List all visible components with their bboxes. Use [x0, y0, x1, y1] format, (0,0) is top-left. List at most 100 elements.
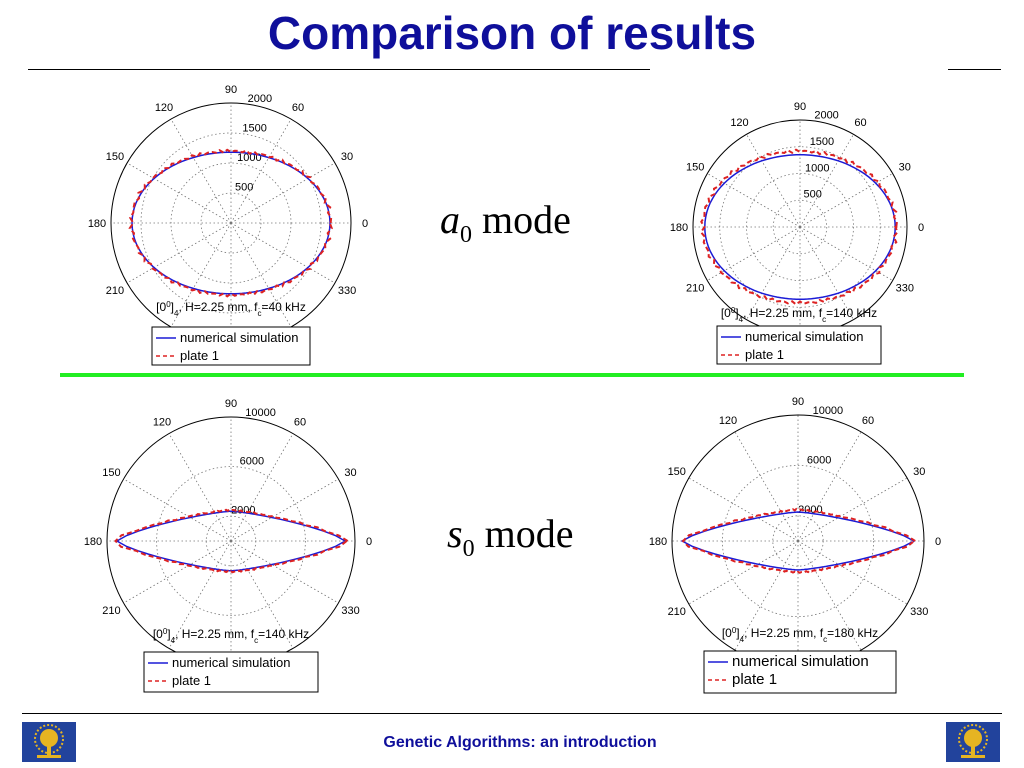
legend-label: numerical simulation — [172, 655, 291, 670]
polar-grid-ring — [772, 199, 828, 255]
radial-tick-label: 1500 — [810, 136, 834, 148]
legend-label: plate 1 — [180, 348, 219, 363]
radial-tick-label: 1000 — [805, 162, 829, 174]
series-plate-1 — [699, 148, 899, 306]
polar-grid-ring — [200, 192, 262, 254]
mode-symbol: a — [440, 197, 460, 242]
plot-parameters-part: [0 — [156, 300, 166, 314]
plot-parameters-part: 0 — [166, 300, 171, 309]
legend-label: numerical simulation — [732, 653, 869, 670]
mode-subscript: 0 — [460, 222, 472, 248]
polar-spoke — [230, 222, 292, 328]
polar-spoke — [230, 540, 294, 649]
mode-symbol: s — [447, 511, 463, 556]
polar-grid-ring — [156, 466, 306, 616]
plot-parameters: [00]4, H=2.25 mm, fc=140 kHz — [721, 306, 877, 324]
angle-tick-label: 180 — [88, 218, 106, 230]
plot-parameters-part: , H=2.25 mm, f — [744, 626, 824, 640]
polar-spoke — [799, 173, 893, 228]
angle-tick-label: 60 — [862, 415, 874, 427]
legend-label: plate 1 — [745, 347, 784, 362]
radial-tick-label: 10000 — [245, 407, 276, 419]
polar-spoke — [734, 431, 799, 542]
plot-parameters-part: ] — [735, 306, 738, 320]
polar-spoke — [707, 226, 801, 281]
plot-parameters: [00]4, H=2.25 mm, fc=180 kHz — [722, 626, 878, 644]
polar-spoke — [746, 226, 801, 320]
radial-tick-label: 500 — [803, 189, 821, 201]
plot-parameters-part: 4 — [740, 635, 745, 644]
footer-rule — [22, 713, 1002, 714]
tree-of-life-logo-icon — [946, 722, 1000, 762]
polar-spoke — [126, 162, 232, 224]
plot-parameters-part: , H=2.25 mm, f — [175, 627, 255, 641]
angle-tick-label: 330 — [338, 285, 356, 297]
mode-word: mode — [484, 511, 574, 556]
polar-spoke — [746, 134, 801, 228]
polar-spoke — [230, 222, 336, 284]
polar-spoke — [797, 540, 908, 605]
polar-spoke — [123, 540, 232, 604]
a0-mode-label: a0 mode — [440, 196, 571, 249]
plot-parameters-part: ] — [167, 627, 170, 641]
legend-label: numerical simulation — [745, 329, 864, 344]
angle-tick-label: 60 — [854, 117, 866, 129]
plot-parameters-part: ] — [736, 626, 739, 640]
plot-parameters-part: =40 kHz — [261, 300, 305, 314]
radial-tick-label: 2000 — [248, 93, 272, 105]
plot-parameters-part: [0 — [721, 306, 731, 320]
polar-grid-ring — [746, 173, 854, 281]
angle-tick-label: 120 — [153, 416, 171, 428]
angle-tick-label: 0 — [935, 536, 941, 548]
series-plate-1 — [128, 148, 333, 298]
angle-tick-label: 90 — [792, 396, 804, 408]
polar-spoke — [707, 173, 801, 228]
polar-spoke — [797, 477, 908, 542]
angle-tick-label: 30 — [899, 162, 911, 174]
plot-parameters-part: , H=2.25 mm, f — [178, 300, 258, 314]
angle-tick-label: 210 — [102, 605, 120, 617]
plot-parameters-part: =140 kHz — [826, 306, 877, 320]
angle-tick-label: 90 — [225, 84, 237, 96]
angle-tick-label: 180 — [649, 536, 667, 548]
polar-spoke — [230, 118, 292, 224]
legend-box — [151, 326, 311, 366]
plot-parameters-part: 4 — [171, 636, 176, 645]
legend-box — [703, 650, 897, 694]
plot-parameters-part: [0 — [722, 626, 732, 640]
polar-spoke — [170, 118, 232, 224]
angle-tick-label: 330 — [896, 283, 914, 295]
polar-spoke — [688, 540, 799, 605]
tree-of-life-logo-icon — [22, 722, 76, 762]
polar-spoke — [230, 540, 339, 604]
radial-tick-label: 1500 — [242, 122, 266, 134]
plot-parameters-part: c — [822, 315, 826, 324]
series-plate-1 — [114, 508, 352, 574]
angle-tick-label: 120 — [719, 415, 737, 427]
angle-tick-label: 150 — [106, 151, 124, 163]
s0-mode-label: s0 mode — [447, 510, 573, 563]
polar-grid-ring — [722, 464, 875, 617]
angle-tick-label: 210 — [686, 283, 704, 295]
plot-parameters: [00]4, H=2.25 mm, fc=40 kHz — [156, 300, 306, 318]
series-plate-1 — [681, 507, 919, 575]
polar-grid-ring — [170, 162, 292, 284]
angle-tick-label: 0 — [366, 536, 372, 548]
plot-parameters: [00]4, H=2.25 mm, fc=140 kHz — [153, 627, 309, 645]
plot-parameters-part: 0 — [732, 626, 737, 635]
angle-tick-label: 120 — [155, 102, 173, 114]
angle-tick-label: 30 — [913, 466, 925, 478]
angle-tick-label: 60 — [292, 102, 304, 114]
slide-title: Comparison of results — [267, 7, 757, 59]
polar-spoke — [230, 433, 294, 542]
angle-tick-label: 90 — [794, 101, 806, 113]
polar-spoke — [230, 478, 339, 542]
angle-tick-label: 210 — [106, 285, 124, 297]
plot-parameters-part: 0 — [731, 306, 736, 315]
polar-spoke — [799, 226, 893, 281]
angle-tick-label: 120 — [730, 117, 748, 129]
